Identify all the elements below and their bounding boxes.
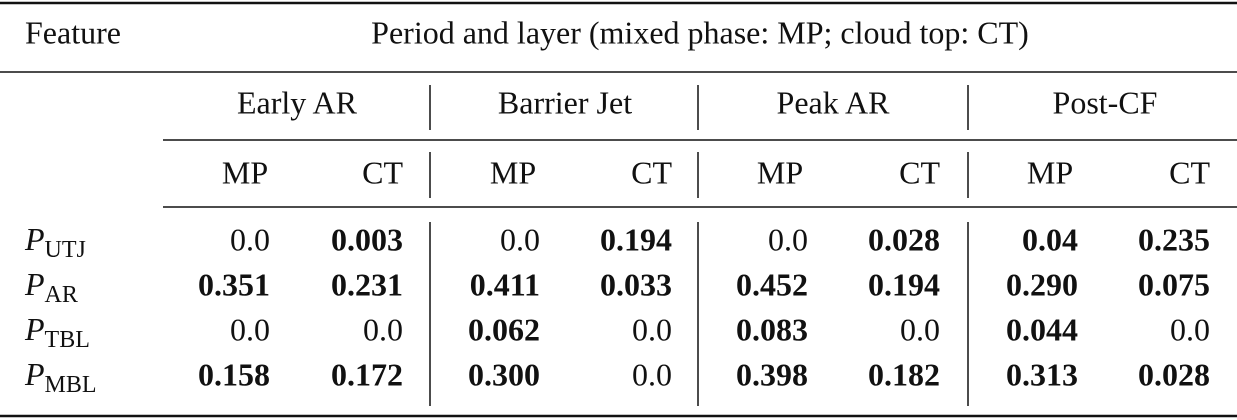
group-header: Post-CF — [1053, 84, 1158, 120]
cell: 0.0 — [768, 221, 808, 257]
feature-symbol: P — [24, 311, 45, 347]
cell: 0.075 — [1138, 266, 1210, 302]
layer-header: CT — [631, 154, 672, 190]
cell: 0.003 — [331, 221, 403, 257]
cell: 0.0 — [1170, 311, 1210, 347]
cell: 0.411 — [470, 266, 540, 302]
feature-subscript: TBL — [45, 327, 90, 353]
feature-subscript: MBL — [45, 372, 97, 398]
layer-header: CT — [899, 154, 940, 190]
cell: 0.0 — [900, 311, 940, 347]
cell: 0.033 — [600, 266, 672, 302]
layer-header: MP — [222, 154, 268, 190]
cell: 0.235 — [1138, 221, 1210, 257]
cell: 0.231 — [331, 266, 403, 302]
cell: 0.083 — [736, 311, 808, 347]
cell: 0.0 — [363, 311, 403, 347]
cell: 0.0 — [230, 311, 270, 347]
cell: 0.313 — [1006, 356, 1078, 392]
cell: 0.028 — [1138, 356, 1210, 392]
layer-header: CT — [1169, 154, 1210, 190]
feature-subscript: AR — [45, 282, 78, 308]
cell: 0.0 — [632, 311, 672, 347]
group-header: Barrier Jet — [498, 84, 632, 120]
feature-label: PTBL — [24, 311, 90, 352]
feature-label: PAR — [24, 266, 78, 307]
feature-label: PUTJ — [24, 221, 86, 262]
cell: 0.0 — [500, 221, 540, 257]
feature-header: Feature — [25, 14, 121, 50]
feature-symbol: P — [24, 266, 45, 302]
period-header: Period and layer (mixed phase: MP; cloud… — [371, 14, 1029, 50]
cell: 0.194 — [868, 266, 940, 302]
cell: 0.452 — [736, 266, 808, 302]
cell: 0.398 — [736, 356, 808, 392]
layer-header: MP — [490, 154, 536, 190]
group-header: Peak AR — [777, 84, 891, 120]
cell: 0.044 — [1006, 311, 1078, 347]
feature-symbol: P — [24, 356, 45, 392]
cell: 0.300 — [468, 356, 540, 392]
cell: 0.194 — [600, 221, 672, 257]
cell: 0.351 — [198, 266, 270, 302]
cell: 0.04 — [1022, 221, 1078, 257]
layer-header: MP — [1027, 154, 1073, 190]
cell: 0.0 — [632, 356, 672, 392]
feature-symbol: P — [24, 221, 45, 257]
cell: 0.290 — [1006, 266, 1078, 302]
layer-header: MP — [757, 154, 803, 190]
cell: 0.062 — [468, 311, 540, 347]
group-header: Early AR — [237, 84, 358, 120]
cell: 0.158 — [198, 356, 270, 392]
cell: 0.172 — [331, 356, 403, 392]
cell: 0.028 — [868, 221, 940, 257]
layer-header: CT — [362, 154, 403, 190]
cell: 0.182 — [868, 356, 940, 392]
cell: 0.0 — [230, 221, 270, 257]
feature-subscript: UTJ — [45, 237, 86, 263]
feature-label: PMBL — [24, 356, 97, 397]
